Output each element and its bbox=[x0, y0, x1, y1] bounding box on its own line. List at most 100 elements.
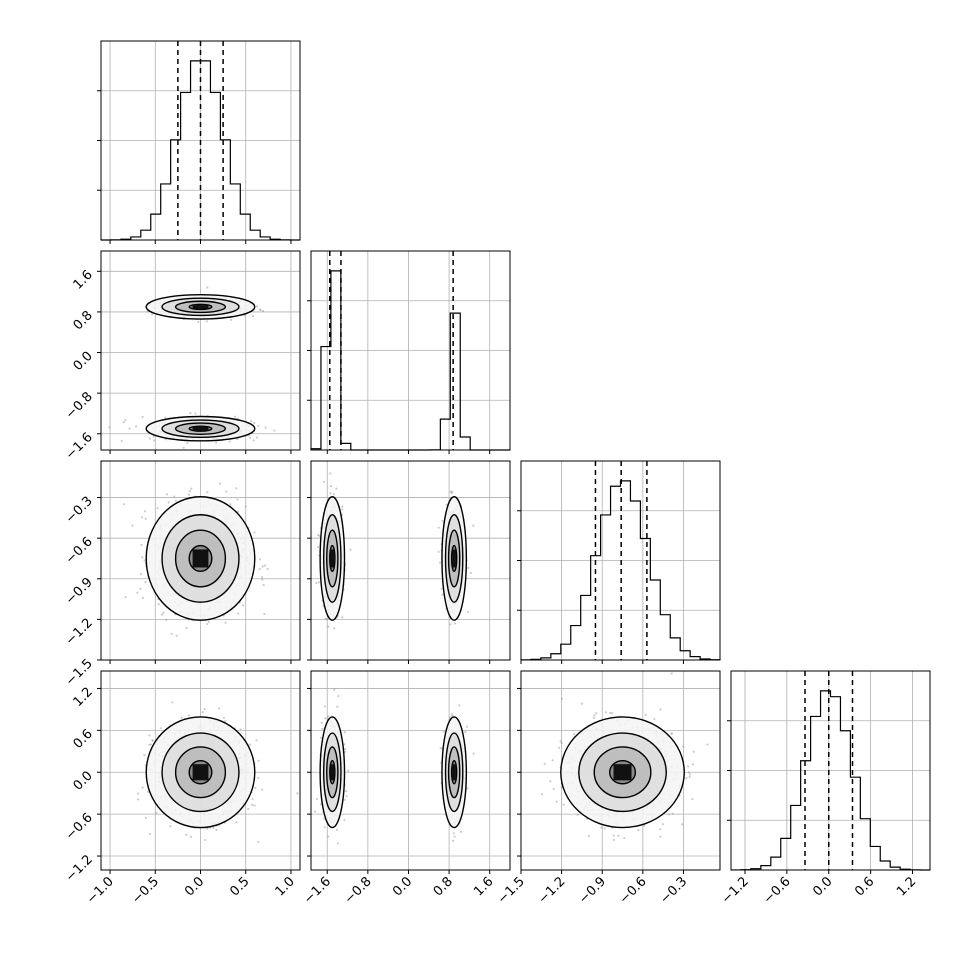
scatter-2-1 bbox=[315, 472, 475, 630]
y-tick-label-3-1: −0.6 bbox=[63, 810, 96, 843]
sample-point bbox=[143, 559, 146, 562]
sample-point bbox=[551, 759, 554, 762]
sample-point bbox=[108, 426, 111, 429]
sample-point bbox=[349, 548, 352, 551]
sample-point bbox=[257, 840, 260, 843]
sample-point bbox=[148, 734, 151, 737]
sample-point bbox=[260, 788, 264, 791]
sample-point bbox=[472, 752, 475, 755]
sample-point bbox=[333, 627, 336, 630]
sample-point bbox=[323, 826, 326, 829]
density-peak bbox=[192, 549, 209, 568]
sample-point bbox=[255, 739, 258, 742]
sample-point bbox=[452, 839, 455, 842]
sample-point bbox=[316, 545, 320, 549]
x-tick-label-0-1: −0.5 bbox=[129, 874, 162, 907]
sample-point bbox=[315, 581, 318, 585]
sample-point bbox=[159, 727, 163, 730]
sample-point bbox=[146, 310, 149, 313]
sample-point bbox=[324, 717, 327, 720]
sample-point bbox=[188, 714, 191, 717]
sample-point bbox=[140, 543, 143, 547]
sample-point bbox=[152, 435, 155, 438]
sample-point bbox=[190, 487, 193, 490]
sample-point bbox=[122, 503, 126, 506]
scatter-2-0 bbox=[122, 482, 269, 637]
sample-point bbox=[257, 424, 260, 428]
sample-point bbox=[438, 561, 442, 564]
sample-point bbox=[141, 786, 144, 789]
sample-point bbox=[459, 830, 462, 833]
sample-point bbox=[212, 826, 215, 830]
sample-point bbox=[441, 519, 444, 523]
sample-point bbox=[341, 616, 344, 619]
sample-point bbox=[261, 309, 265, 313]
sample-point bbox=[187, 493, 191, 496]
sample-point bbox=[592, 716, 595, 719]
sample-point bbox=[248, 436, 252, 439]
sample-point bbox=[593, 714, 596, 717]
sample-point bbox=[225, 490, 228, 493]
panel-1-0: −1.6−0.80.00.81.6 bbox=[63, 250, 301, 463]
sample-point bbox=[335, 487, 338, 490]
sample-point bbox=[206, 827, 209, 830]
sample-point bbox=[343, 798, 346, 801]
sample-point bbox=[206, 286, 209, 289]
sample-point bbox=[336, 842, 340, 845]
sample-point bbox=[472, 524, 475, 527]
sample-point bbox=[441, 593, 444, 596]
sample-point bbox=[140, 516, 144, 519]
sample-point bbox=[131, 524, 134, 527]
sample-point bbox=[237, 612, 240, 615]
y-tick-label-2-1: −1.2 bbox=[63, 616, 96, 649]
sample-point bbox=[264, 564, 267, 567]
sample-point bbox=[343, 748, 347, 751]
sample-point bbox=[327, 835, 330, 838]
panel-2-0: −1.5−1.2−0.9−0.6−0.3 bbox=[63, 460, 301, 689]
sample-point bbox=[327, 625, 330, 628]
x-tick-label-0-4: 1.0 bbox=[273, 874, 298, 899]
sample-point bbox=[206, 622, 209, 626]
sample-point bbox=[609, 711, 612, 715]
sample-point bbox=[343, 743, 346, 746]
sample-point bbox=[169, 825, 172, 828]
sample-point bbox=[251, 315, 255, 318]
sample-point bbox=[600, 826, 603, 829]
y-tick-label-1-3: 0.8 bbox=[71, 308, 96, 333]
sample-point bbox=[201, 711, 204, 714]
sample-point bbox=[224, 621, 227, 624]
sample-point bbox=[560, 741, 563, 745]
sample-point bbox=[250, 419, 253, 423]
sample-point bbox=[452, 832, 455, 835]
sample-point bbox=[323, 705, 326, 708]
y-tick-label-2-4: −0.3 bbox=[63, 494, 96, 527]
sample-point bbox=[137, 798, 140, 801]
sample-point bbox=[315, 797, 319, 800]
sample-point bbox=[120, 439, 123, 443]
sample-point bbox=[170, 632, 173, 636]
sample-point bbox=[266, 567, 269, 571]
density-peak bbox=[330, 764, 335, 781]
sample-point bbox=[449, 623, 452, 626]
sample-point bbox=[124, 418, 127, 422]
sample-point bbox=[146, 790, 150, 793]
sample-point bbox=[157, 603, 160, 606]
sample-point bbox=[148, 437, 151, 440]
sample-point bbox=[194, 412, 197, 415]
scatter-3-1 bbox=[313, 688, 475, 845]
sample-point bbox=[144, 581, 147, 584]
sample-point bbox=[143, 753, 146, 757]
y-tick-label-1-0: −1.6 bbox=[63, 430, 96, 463]
sample-point bbox=[255, 436, 259, 439]
sample-point bbox=[235, 487, 238, 490]
sample-point bbox=[124, 596, 127, 599]
sample-point bbox=[136, 591, 139, 594]
sample-point bbox=[337, 695, 340, 698]
sample-point bbox=[623, 836, 626, 840]
sample-point bbox=[541, 793, 544, 796]
sample-point bbox=[259, 308, 262, 311]
sample-point bbox=[343, 731, 347, 734]
x-tick-label-0-2: 0.0 bbox=[182, 874, 207, 899]
sample-point bbox=[317, 533, 320, 536]
